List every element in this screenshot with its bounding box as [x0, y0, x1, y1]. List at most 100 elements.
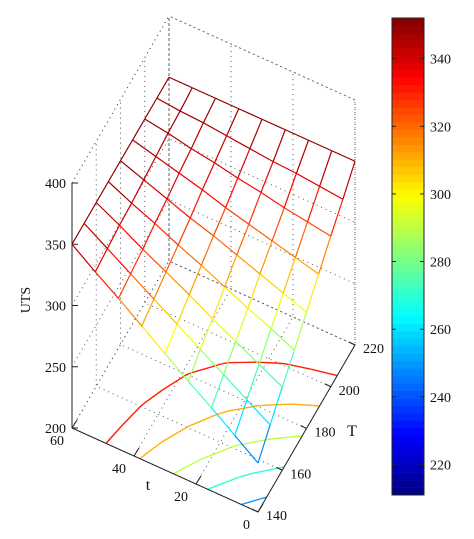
colorbar-band [392, 78, 424, 86]
surface-edge [237, 224, 249, 255]
surface-edge [273, 162, 296, 174]
contour-line [200, 447, 231, 459]
surface-edge [259, 329, 271, 365]
surface-edge [284, 208, 307, 222]
surface-edge [169, 77, 192, 88]
y-tick [325, 384, 331, 387]
surface-edge [227, 109, 239, 136]
surface-edge [190, 190, 202, 218]
colorbar-band [392, 63, 424, 71]
surface-edge [250, 149, 273, 162]
contour-line [231, 445, 238, 447]
surface-edge [259, 364, 282, 387]
contour-line [222, 363, 228, 364]
contour-line [141, 402, 146, 406]
colorbar-band [392, 167, 424, 175]
contour-line [123, 406, 141, 424]
surface-edge [203, 98, 215, 123]
y-axis-label: T [347, 423, 357, 440]
surface-edge [120, 225, 143, 249]
surface-edge [178, 218, 190, 245]
colorbar-tick-label: 260 [430, 323, 451, 338]
surface-edge [307, 274, 319, 312]
x-tick-label: 20 [174, 490, 188, 505]
colorbar-band [392, 242, 424, 250]
surface-edge [236, 308, 248, 341]
contour-line [214, 477, 239, 487]
surface-edge [201, 265, 224, 287]
surface-edge [236, 341, 259, 364]
colorbar-band [392, 85, 424, 93]
y-tick-label: 160 [290, 467, 311, 482]
surface-edge [133, 140, 156, 157]
colorbar-band [392, 33, 424, 41]
surface-edge [308, 222, 331, 236]
surface-edge [272, 241, 295, 258]
colorbar-band [392, 257, 424, 265]
colorbar-band [392, 227, 424, 235]
contour-line [238, 439, 271, 445]
surface-edge [167, 173, 179, 199]
surface-edge [119, 298, 142, 326]
surface-edge [239, 109, 262, 120]
surface-edge [238, 178, 261, 192]
colorbar-band [392, 488, 424, 496]
colorbar-band [392, 219, 424, 227]
x-tick [134, 448, 139, 456]
contour-line [187, 425, 191, 427]
surface-edge [270, 387, 282, 425]
y-tick [301, 426, 307, 429]
contour-line [217, 411, 229, 414]
surface-edge [249, 224, 272, 241]
grid-line [196, 72, 293, 484]
contour-line [229, 406, 257, 411]
colorbar-band [392, 152, 424, 160]
surface-edge [272, 208, 284, 241]
surface-edge [212, 375, 224, 408]
contour-line [271, 436, 302, 439]
colorbar-band [392, 458, 424, 466]
surface-edge [260, 241, 272, 274]
surface-edge [189, 265, 201, 294]
surface-edge [84, 203, 96, 224]
surface-edge [296, 173, 319, 186]
colorbar-band [392, 279, 424, 287]
x-tick [196, 476, 201, 484]
surface-edge [191, 123, 203, 149]
surface-edge [168, 133, 191, 148]
surface-edge [248, 308, 271, 328]
colorbar-band [392, 331, 424, 339]
surface-edge [145, 98, 157, 119]
surface-edge [224, 341, 236, 374]
surface-edge [215, 163, 238, 178]
surface-edge [72, 223, 84, 244]
y-tick-label: 180 [315, 426, 336, 441]
colorbar-band [392, 450, 424, 458]
y-tick-label: 140 [266, 509, 287, 524]
surface-edge [295, 222, 307, 258]
contour-line [191, 414, 217, 425]
colorbar-band [392, 40, 424, 48]
surface-edge [225, 287, 248, 309]
colorbar-band [392, 398, 424, 406]
colorbar-band [392, 197, 424, 205]
surface-edge [202, 163, 214, 190]
y-tick-label: 220 [363, 342, 384, 357]
surface-edge [108, 161, 120, 182]
surface-edge [144, 157, 156, 180]
surface-edge [121, 140, 133, 161]
surface-edge [188, 349, 200, 381]
surface-edge [121, 161, 144, 180]
surface-edge [167, 199, 190, 218]
contour-line [163, 375, 187, 390]
surface-edge [216, 98, 239, 109]
surface-edge [332, 151, 355, 162]
surface-edge [96, 203, 119, 226]
contour-line [239, 474, 251, 477]
z-tick-label: 300 [45, 300, 66, 315]
surface-edge [271, 329, 294, 351]
contour-line [251, 468, 278, 474]
surface-edge [119, 274, 131, 299]
surface-edge [250, 119, 262, 148]
colorbar-band [392, 391, 424, 399]
